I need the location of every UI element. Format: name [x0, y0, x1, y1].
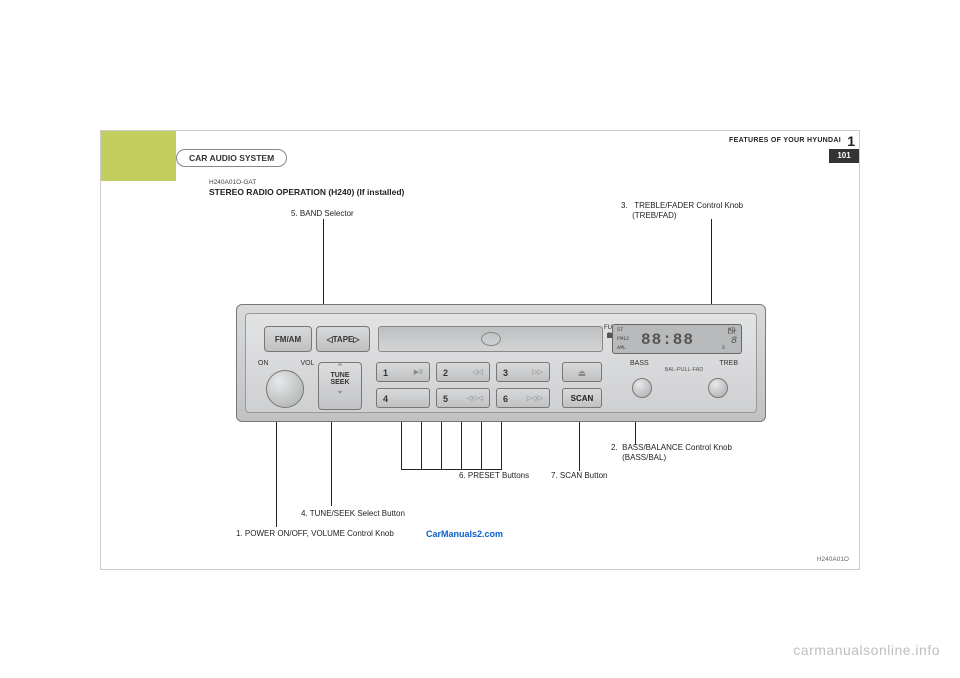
- figure-code: H240A01O: [817, 556, 849, 563]
- bass-treble-labels: BASS TREB BAL-PULL-FAD: [624, 360, 744, 373]
- lcd-aml: AML: [617, 345, 626, 351]
- callout-5: 5. BAND Selector: [291, 209, 354, 219]
- chapter-number: 1: [847, 133, 855, 149]
- leader-line: [323, 219, 324, 315]
- preset-5[interactable]: 5◁◇◁: [436, 388, 490, 408]
- lcd-ch-number: 8: [731, 336, 737, 347]
- bass-label: BASS: [630, 360, 649, 367]
- leader-line: [401, 469, 502, 470]
- callout-2: 2. BASS/BALANCE Control Knob (BASS/BAL): [611, 443, 732, 464]
- treb-label: TREB: [719, 360, 738, 367]
- tune-down-icon: ⌄: [319, 386, 361, 395]
- scan-button[interactable]: SCAN: [562, 388, 602, 408]
- callout-6: 6. PRESET Buttons: [459, 471, 529, 481]
- preset-2[interactable]: 2◁◁: [436, 362, 490, 382]
- tune-up-icon: ⌃: [319, 363, 361, 372]
- tune-label: TUNE: [319, 372, 361, 379]
- sidebar-accent: [101, 131, 176, 181]
- tape-button[interactable]: ◁TAPE▷: [316, 326, 370, 352]
- treble-fader-knob[interactable]: [708, 378, 728, 398]
- preset-6[interactable]: 6▷◇▷: [496, 388, 550, 408]
- cassette-slot[interactable]: [378, 326, 603, 352]
- watermark-footer: carmanualsonline.info: [793, 642, 940, 658]
- callout-4: 4. TUNE/SEEK Select Button: [301, 509, 405, 519]
- callout-3: 3. TREBLE/FADER Control Knob (TREB/FAD): [621, 201, 743, 222]
- preset-4[interactable]: 4: [376, 388, 430, 408]
- section-title: STEREO RADIO OPERATION (H240) (If instal…: [209, 187, 404, 197]
- vol-label: VOL: [300, 360, 314, 367]
- on-vol-labels: ON VOL: [258, 360, 314, 367]
- page-number: 101: [829, 149, 859, 163]
- eject-button[interactable]: ⏏: [562, 362, 602, 382]
- chapter-title: FEATURES OF YOUR HYUNDAI: [729, 137, 841, 144]
- volume-power-knob[interactable]: [266, 370, 304, 408]
- manual-page: FEATURES OF YOUR HYUNDAI 1 101 CAR AUDIO…: [100, 130, 860, 570]
- callout-7: 7. SCAN Button: [551, 471, 607, 481]
- lcd-fm12: FM12: [617, 336, 629, 342]
- lcd-s: S: [722, 345, 725, 351]
- car-radio-unit: FM/AM ◁TAPE▷ FULL LOGIC DOLBY B NR ST MT…: [236, 304, 766, 422]
- lcd-digits: 88:88: [641, 331, 694, 349]
- preset-3[interactable]: 3▷▷: [496, 362, 550, 382]
- preset-1[interactable]: 1▶II: [376, 362, 430, 382]
- doc-id: H240A01O-GAT: [209, 179, 256, 186]
- callout-1: 1. POWER ON/OFF, VOLUME Control Knob: [236, 529, 394, 539]
- tune-seek-button[interactable]: ⌃ TUNE SEEK ⌄: [318, 362, 362, 410]
- bal-pull-fad-label: BAL-PULL-FAD: [624, 367, 744, 373]
- fm-am-button[interactable]: FM/AM: [264, 326, 312, 352]
- on-label: ON: [258, 360, 269, 367]
- lcd-ch-label: CH: [728, 329, 735, 336]
- section-tab: CAR AUDIO SYSTEM: [176, 149, 287, 167]
- watermark-overlay: CarManuals2.com: [426, 529, 503, 539]
- lcd-st: ST: [617, 327, 623, 333]
- radio-faceplate: FM/AM ◁TAPE▷ FULL LOGIC DOLBY B NR ST MT…: [245, 313, 757, 413]
- bass-balance-knob[interactable]: [632, 378, 652, 398]
- lcd-display: ST MTL FM12 AML 88:88 CH 8 S: [612, 324, 742, 354]
